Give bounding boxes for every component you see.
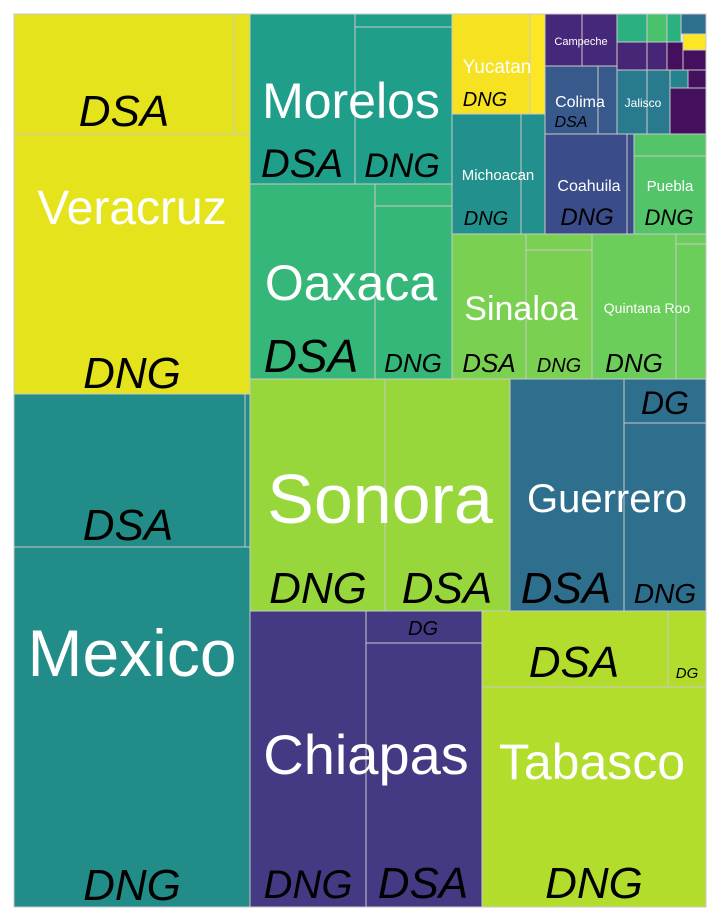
leaf-label-quintana-roo-0: DNG [605,348,663,378]
tile-morelos-small [354,13,453,28]
tile-sinaloa-small [525,233,593,251]
leaf-label-guerrero-0: DSA [521,564,611,613]
tile-veracruz-dsa [13,13,251,135]
tile-tabasco-dg [667,610,707,688]
treemap-labels: Veracruz DSA DNG Mexico DSA DNG Morelos DSA DNG O… [27,36,698,910]
tile-campeche-a [544,13,583,67]
leaf-label-sinaloa-0: DSA [462,348,515,378]
tile-misc-5 [616,41,648,71]
tile-misc-6 [646,41,668,71]
leaf-label-mexico-0: DSA [83,501,173,550]
treemap-rects [13,13,707,908]
tile-puebla-small [633,133,707,157]
tile-sonora-dng [249,378,386,612]
leaf-label-sonora-1: DSA [402,564,492,613]
state-label-chiapas: Chiapas [263,723,468,786]
leaf-label-chiapas-2: DSA [378,859,468,908]
tile-veracruz-small [233,13,251,135]
tile-misc-2 [646,13,668,43]
tile-misc-10 [669,69,689,89]
state-label-coahuila: Coahuila [557,178,620,195]
tile-oaxaca-small [374,183,453,207]
tile-misc-8 [682,33,707,51]
tile-coahuila-small [626,133,635,235]
leaf-label-puebla-0: DNG [645,205,694,230]
state-label-tabasco: Tabasco [499,734,685,790]
state-label-colima: Colima [555,94,605,111]
leaf-label-yucatan-0: DNG [463,89,507,111]
leaf-label-tabasco-0: DSA [529,638,619,687]
tile-quintana-roo-small-b [675,243,707,380]
leaf-label-tabasco-2: DNG [545,859,643,908]
leaf-label-veracruz-0: DSA [79,87,169,136]
tile-oaxaca-dng [374,205,453,380]
state-label-campeche: Campeche [554,36,607,48]
leaf-label-oaxaca-0: DSA [264,330,359,382]
tile-mexico-dng [13,546,251,908]
tile-misc-9 [682,49,707,71]
tile-sinaloa-dsa [451,233,527,380]
tile-guerrero-dng [623,422,707,612]
leaf-label-michoacan-0: DNG [464,208,508,230]
tile-misc-12 [669,87,707,135]
state-label-mexico: Mexico [27,616,236,690]
state-label-michoacan: Michoacan [462,167,535,184]
tile-sinaloa-dng [525,249,593,380]
state-label-yucatan: Yucatan [463,57,532,78]
tile-mexico-dsa [13,393,251,548]
tile-chiapas-dsa [365,642,483,908]
state-label-jalisco: Jalisco [625,96,662,110]
leaf-label-colima-0: DSA [555,114,588,131]
tile-misc-1 [616,13,648,43]
state-label-sinaloa: Sinaloa [464,290,578,328]
state-label-veracruz: Veracruz [37,182,226,235]
tile-quintana-roo-dng [591,233,677,380]
leaf-label-sinaloa-1: DNG [537,355,581,377]
leaf-label-sonora-0: DNG [269,564,367,613]
state-label-puebla: Puebla [647,178,694,195]
leaf-label-mexico-1: DNG [83,861,181,910]
tile-quintana-roo-small-a [675,233,707,245]
tile-tabasco-dng [481,686,707,908]
leaf-label-tabasco-1: DG [676,665,699,682]
state-label-sonora: Sonora [267,460,493,538]
leaf-label-morelos-0: DSA [261,142,343,186]
tile-misc-4 [680,13,707,35]
state-label-oaxaca: Oaxaca [265,255,438,311]
tile-guerrero-dg [623,378,707,424]
tile-chiapas-dng [249,610,367,908]
leaf-label-morelos-1: DNG [364,147,440,185]
tile-colima-dsa [544,65,599,135]
leaf-label-veracruz-1: DNG [83,349,181,398]
tile-campeche-b [581,13,618,67]
tile-veracruz-dng [13,133,251,395]
tile-misc-3 [666,13,682,43]
tile-yucatan-small [529,13,546,115]
state-label-quintana-roo: Quintana Roo [604,300,691,316]
leaf-label-chiapas-0: DNG [264,863,353,907]
leaf-label-guerrero-1: DG [641,385,689,421]
tile-misc-11 [687,69,707,89]
leaf-label-guerrero-2: DNG [634,578,696,609]
state-label-morelos: Morelos [262,73,440,129]
leaf-label-chiapas-1: DG [408,618,438,640]
tile-sonora-dsa [384,378,511,612]
tile-chiapas-dg [365,610,483,644]
state-label-guerrero: Guerrero [527,477,687,521]
tile-misc-7 [666,41,684,71]
tile-morelos-dng [354,26,453,185]
tile-guerrero-dsa [509,378,625,612]
tile-mexico-small [244,393,251,548]
leaf-label-coahuila-0: DNG [560,204,613,231]
leaf-label-oaxaca-1: DNG [384,348,442,378]
